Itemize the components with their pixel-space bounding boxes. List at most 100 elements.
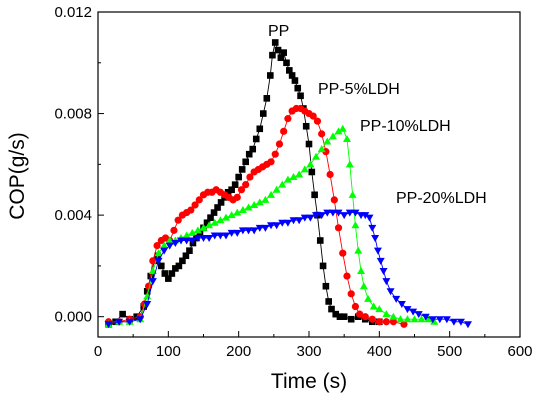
point-3-43 <box>361 212 370 220</box>
point-3-30 <box>289 217 298 225</box>
point-2-19 <box>227 211 236 219</box>
x-tick-label-6: 600 <box>507 343 532 360</box>
point-1-16 <box>191 201 199 209</box>
point-1-35 <box>271 150 279 158</box>
point-1-56 <box>361 313 369 321</box>
point-0-24 <box>207 214 214 221</box>
x-tick-label-3: 300 <box>296 343 321 360</box>
series-3 <box>104 209 472 329</box>
point-2-48 <box>369 302 378 310</box>
point-2-32 <box>300 165 309 173</box>
point-3-32 <box>300 214 309 222</box>
point-3-60 <box>442 316 451 324</box>
point-1-26 <box>233 193 241 201</box>
point-3-56 <box>414 311 423 319</box>
point-2-46 <box>359 282 368 290</box>
point-2-16 <box>210 218 219 226</box>
point-1-50 <box>334 224 343 232</box>
point-2-41 <box>345 160 354 168</box>
point-0-15 <box>175 262 183 270</box>
point-3-6 <box>154 257 163 265</box>
point-0-34 <box>242 158 249 166</box>
point-1-27 <box>237 186 246 194</box>
point-0-59 <box>316 237 324 244</box>
point-2-22 <box>244 203 253 211</box>
point-1-28 <box>242 181 250 189</box>
point-3-23 <box>250 227 259 235</box>
point-1-45 <box>313 117 322 125</box>
point-0-29 <box>224 188 232 196</box>
point-3-55 <box>409 308 418 316</box>
point-2-54 <box>410 315 419 323</box>
point-3-57 <box>421 313 430 321</box>
series-label-pp: PP <box>268 23 289 40</box>
point-1-17 <box>195 196 203 204</box>
point-3-39 <box>340 212 349 220</box>
point-2-39 <box>338 124 347 132</box>
point-0-10 <box>158 262 165 270</box>
point-1-54 <box>351 302 360 311</box>
y-axis-title: COP(g/s) <box>6 132 29 220</box>
point-3-24 <box>255 224 264 232</box>
y-tick-label-1: 0.004 <box>54 207 92 224</box>
point-2-28 <box>278 180 287 188</box>
point-2-47 <box>364 294 373 302</box>
point-3-37 <box>328 209 337 217</box>
point-3-3 <box>136 316 145 324</box>
point-1-55 <box>356 310 364 318</box>
point-3-25 <box>261 224 270 232</box>
point-2-20 <box>233 208 242 216</box>
point-0-54 <box>302 122 310 130</box>
point-2-26 <box>267 190 276 198</box>
point-0-64 <box>332 310 340 318</box>
point-1-58 <box>375 318 383 326</box>
point-0-13 <box>168 270 176 277</box>
series-label-pp-5ldh: PP-5%LDH <box>318 81 400 98</box>
point-2-23 <box>250 200 259 208</box>
point-0-38 <box>256 125 264 133</box>
point-0-63 <box>328 305 335 313</box>
point-2-49 <box>375 305 384 313</box>
point-2-7 <box>160 241 169 249</box>
point-0-49 <box>288 72 296 79</box>
point-3-47 <box>373 247 382 255</box>
point-0-62 <box>325 298 332 305</box>
point-0-52 <box>297 92 304 100</box>
point-2-50 <box>382 310 391 318</box>
point-3-29 <box>283 219 292 227</box>
y-tick-label-0: 0.000 <box>54 309 92 326</box>
point-0-65 <box>336 313 344 320</box>
point-2-27 <box>272 185 281 193</box>
point-2-37 <box>328 132 337 140</box>
point-3-45 <box>368 224 377 232</box>
point-3-48 <box>376 257 385 265</box>
point-0-56 <box>308 168 316 176</box>
point-3-18 <box>222 232 231 240</box>
point-3-58 <box>428 316 437 324</box>
point-1-49 <box>330 196 338 204</box>
point-2-29 <box>283 175 292 183</box>
point-2-33 <box>306 160 315 168</box>
point-0-14 <box>172 265 179 272</box>
point-0-51 <box>294 84 302 92</box>
point-0-12 <box>165 275 172 282</box>
point-1-52 <box>343 272 351 280</box>
point-3-50 <box>382 278 391 286</box>
point-3-16 <box>210 232 219 240</box>
point-0-40 <box>263 95 271 102</box>
point-1-29 <box>246 173 254 181</box>
point-2-40 <box>342 134 351 142</box>
point-2-34 <box>312 152 321 160</box>
point-3-10 <box>176 237 185 245</box>
point-2-52 <box>396 315 405 323</box>
point-2-38 <box>334 127 343 135</box>
point-0-32 <box>235 173 242 181</box>
point-1-7 <box>153 241 161 250</box>
point-3-12 <box>188 237 197 245</box>
point-3-14 <box>199 234 208 242</box>
point-2-12 <box>188 228 197 236</box>
point-3-35 <box>317 212 326 220</box>
point-1-53 <box>347 290 355 298</box>
point-0-33 <box>238 166 246 173</box>
point-1-61 <box>400 320 408 328</box>
